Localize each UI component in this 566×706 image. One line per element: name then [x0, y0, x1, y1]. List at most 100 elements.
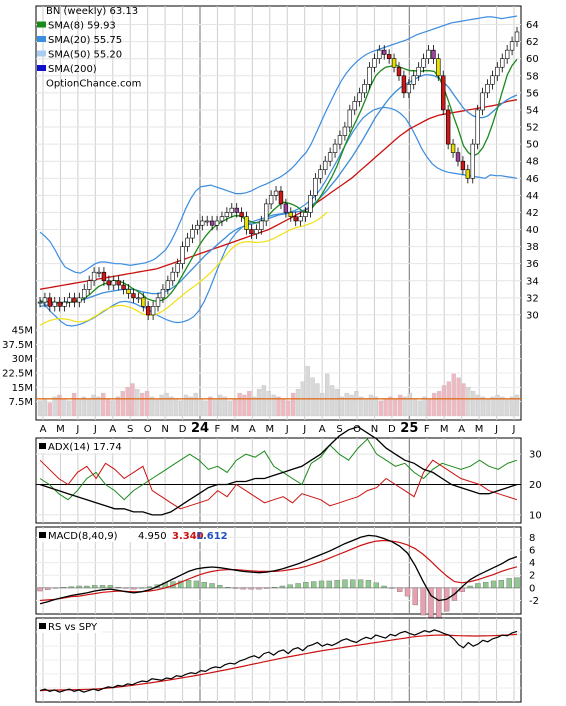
legend-entry: BN (weekly) 63.13 [46, 6, 138, 17]
legend-swatch [37, 50, 46, 57]
candle-body [91, 271, 97, 282]
candle-body [170, 271, 175, 282]
macd-hist-bar [107, 585, 114, 589]
price-tick-label: 30 [526, 310, 539, 321]
volume-bar [393, 398, 398, 417]
candle-body [165, 280, 171, 290]
x-axis-label: 24 [191, 421, 209, 436]
candle-body [160, 288, 166, 299]
price-tick-label: 64 [526, 20, 539, 31]
minus-di-line [39, 459, 518, 510]
volume-bar [188, 396, 194, 417]
candle-body [52, 301, 57, 307]
x-axis-label: O [353, 424, 361, 435]
candle-body [406, 84, 412, 94]
x-axis-label: A [319, 424, 326, 435]
legend-entry: SMA(20) 55.75 [48, 35, 122, 46]
macd-hist-bar [514, 577, 520, 589]
macd-hist-bar [397, 587, 403, 592]
macd-hist-bar [483, 582, 489, 589]
candle-body [386, 54, 392, 60]
candle-body [180, 246, 185, 264]
macd-hist-bar [303, 582, 309, 589]
candle-body [401, 75, 407, 94]
candle-body [42, 297, 48, 303]
macd-swatch [39, 532, 46, 538]
volume-bar [96, 396, 101, 417]
volume-bar [256, 389, 262, 417]
candle-body [421, 58, 426, 68]
x-axis-label: J [285, 424, 289, 435]
volume-bar [101, 392, 106, 417]
candle-body [219, 216, 225, 222]
x-axis-label: J [512, 424, 516, 435]
bb-lower-line [39, 106, 518, 327]
candle-body [175, 263, 180, 273]
volume-bar [451, 373, 456, 417]
candle-body [455, 152, 461, 162]
candle-body [382, 49, 387, 55]
volume-tick-label: 7.5M [8, 397, 33, 408]
macd-hist-bar [279, 585, 286, 589]
candle-body [234, 207, 239, 213]
candle-body [352, 101, 357, 111]
macd-hist-bar [311, 581, 317, 589]
volume-bar [169, 396, 174, 417]
macd-hist-bar [318, 580, 325, 589]
adx-tick-label: 30 [529, 450, 542, 461]
adx-panel: 10 20 30 ADX(14) 17.74 [35, 426, 542, 524]
price-tick-label: 48 [526, 157, 539, 168]
candle-body [313, 177, 318, 196]
rs-line [39, 629, 518, 693]
price-tick-label: 36 [526, 259, 539, 270]
price-tick-label: 54 [526, 105, 539, 116]
macd-hist-bar [412, 587, 418, 606]
candle-body [450, 143, 456, 153]
candle-body [259, 220, 264, 230]
candle-body [82, 288, 87, 299]
candle-body [239, 212, 244, 218]
macd-hist-bar [271, 587, 278, 589]
plus-di-line [39, 438, 518, 501]
volume-bar [461, 383, 466, 417]
candle-body [372, 58, 377, 68]
volume-bar [485, 398, 490, 417]
candle-body [377, 49, 382, 60]
sma20-line [39, 74, 518, 308]
volume-bar [174, 398, 179, 417]
candle-body [293, 216, 298, 222]
macd-tick-label: 8 [529, 533, 535, 544]
macd-hist-bar [92, 585, 98, 589]
candle-body [347, 109, 353, 128]
candle-body [244, 216, 249, 230]
x-axis-label: D [388, 424, 396, 435]
candle-body [77, 297, 82, 303]
candle-body [480, 92, 485, 111]
legend-entry: OptionChance.com [46, 79, 141, 90]
legend-entry: SMA(200) [48, 64, 97, 75]
volume-bar [456, 377, 461, 417]
candle-body [303, 212, 308, 218]
candle-body [367, 66, 372, 85]
volume-bar [475, 394, 481, 417]
volume-bar [261, 385, 267, 417]
candle-body [465, 169, 471, 179]
volume-bar [383, 398, 388, 417]
volume-bar [47, 402, 52, 417]
macd-hist-bar [178, 580, 184, 589]
macd-tick-label: 0 [529, 583, 535, 594]
candle-body [47, 297, 53, 307]
volume-bar [344, 392, 349, 417]
candle-body [86, 280, 92, 290]
volume-bar [227, 400, 232, 417]
volume-bar [441, 385, 447, 417]
candle-body [106, 280, 112, 286]
candle-body [121, 284, 126, 290]
macd-hist-bar [76, 585, 82, 589]
volume-tick-label: 22.5M [2, 369, 33, 380]
x-axis-label: M [265, 424, 274, 435]
volume-bar [378, 400, 383, 417]
candle-body [426, 49, 431, 60]
candle-body [273, 190, 279, 196]
